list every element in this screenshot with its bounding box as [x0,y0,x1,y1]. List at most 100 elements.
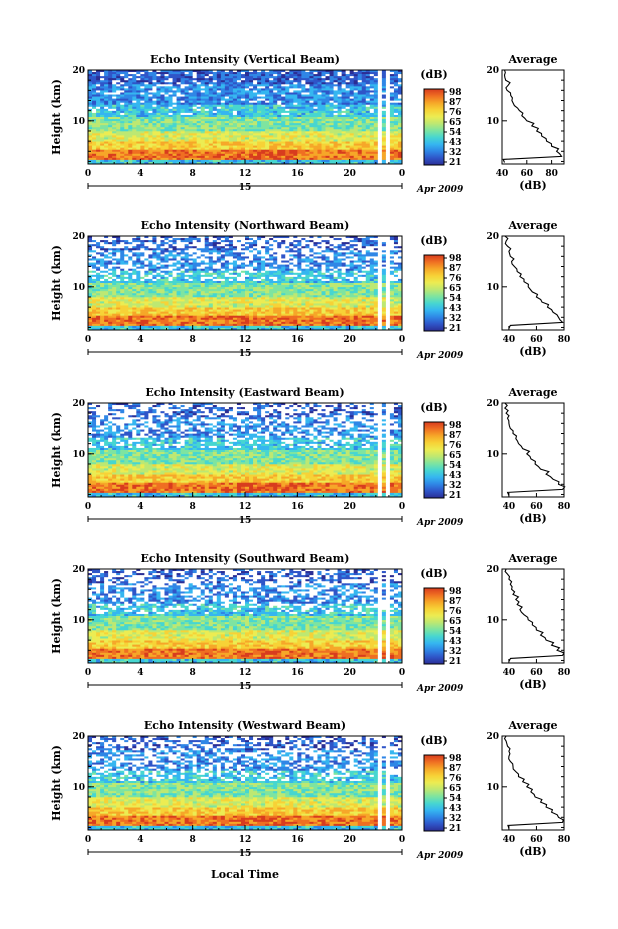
heatmap-cell [100,94,105,97]
heatmap-cell [176,246,181,249]
heatmap-cell [357,70,363,73]
heatmap-cell [357,240,363,243]
heatmap-cell [285,260,290,263]
heatmap-cell [273,252,278,255]
heatmap-cell [160,161,165,165]
heatmap-cell [164,236,169,239]
heatmap-cell [216,96,222,99]
heatmap-cell [289,127,294,130]
heatmap-cell [377,240,383,243]
heatmap-cell [108,262,113,265]
heatmap-cell [236,123,242,126]
heatmap-cell [357,145,363,148]
heatmap-cell [180,258,185,261]
heatmap-cell [164,84,169,87]
heatmap-cell [281,246,286,249]
heatmap-cell [285,258,290,261]
heatmap-cell [265,135,270,138]
heatmap-cell [180,145,185,148]
heatmap-cell [224,137,230,140]
heatmap-cell [180,78,185,81]
heatmap-cell [385,159,391,163]
heatmap-cell [152,133,157,136]
heatmap-cell [164,129,169,132]
heatmap-cell [116,86,121,89]
heatmap-cell [124,127,129,130]
heatmap-cell [389,266,395,270]
heatmap-cell [96,242,101,245]
heatmap-cell [281,125,286,128]
heatmap-cell [208,159,214,163]
heatmap-cell [345,151,351,155]
heatmap-cell [373,121,379,124]
heatmap-cell [277,102,282,106]
heatmap-cell [232,114,238,118]
heatmap-cell [385,262,391,265]
heatmap-cell [265,129,270,132]
heatmap-cell [204,76,210,79]
heatmap-cell [373,72,379,75]
heatmap-cell [353,159,359,163]
heatmap-cell [224,264,230,267]
heatmap-cell [120,143,125,146]
heatmap-cell [257,121,262,124]
heatmap-cell [200,72,206,75]
heatmap-cell [389,262,395,265]
heatmap-cell [128,252,133,255]
heatmap-cell [369,88,375,91]
heatmap-cell [156,153,161,157]
heatmap-cell [369,106,375,110]
heatmap-cell [156,84,161,87]
heatmap-cell [236,151,242,155]
heatmap-cell [216,264,222,267]
heatmap-cell [172,135,177,138]
heatmap-cell [289,143,294,146]
heatmap-cell [176,240,181,243]
heatmap-cell [297,145,302,148]
heatmap-cell [148,151,153,155]
heatmap-cell [148,137,153,140]
heatmap-cell [224,145,230,148]
heatmap-cell [289,86,294,89]
heatmap-cell [216,80,222,83]
heatmap-cell [88,141,93,144]
heatmap-cell [164,92,169,95]
heatmap-cell [305,88,310,91]
heatmap-cell [184,74,189,77]
heatmap-cell [261,125,266,128]
heatmap-cell [273,161,278,165]
heatmap-cell [333,161,338,165]
heatmap-cell [381,153,387,157]
heatmap-cell [112,155,117,159]
heatmap-cell [329,123,334,126]
heatmap-cell [240,80,246,83]
heatmap-cell [389,80,395,83]
heatmap-cell [369,238,375,241]
heatmap-cell [116,159,121,163]
heatmap-cell [281,149,286,153]
heatmap-cell [389,155,395,159]
heatmap-cell [104,88,109,91]
heatmap-cell [196,242,202,245]
heatmap-cell [257,70,262,73]
heatmap-cell [144,76,149,79]
heatmap-cell [317,117,322,120]
heatmap-cell [112,250,117,253]
heatmap-cell [136,84,141,87]
heatmap-cell [333,94,338,97]
heatmap-cell [204,106,210,110]
heatmap-cell [104,114,109,118]
heatmap-cell [261,82,266,85]
heatmap-cell [249,100,254,104]
heatmap-cell [116,252,121,255]
heatmap-cell [136,262,141,265]
heatmap-cell [212,108,218,112]
colorbar-tick-label: 43 [449,138,462,148]
heatmap-cell [100,141,105,144]
heatmap-cell [305,127,310,130]
heatmap-cell [393,141,399,144]
heatmap-cell [120,238,125,241]
heatmap-cell [148,92,153,95]
heatmap-cell [381,141,387,144]
heatmap-cell [224,72,230,75]
